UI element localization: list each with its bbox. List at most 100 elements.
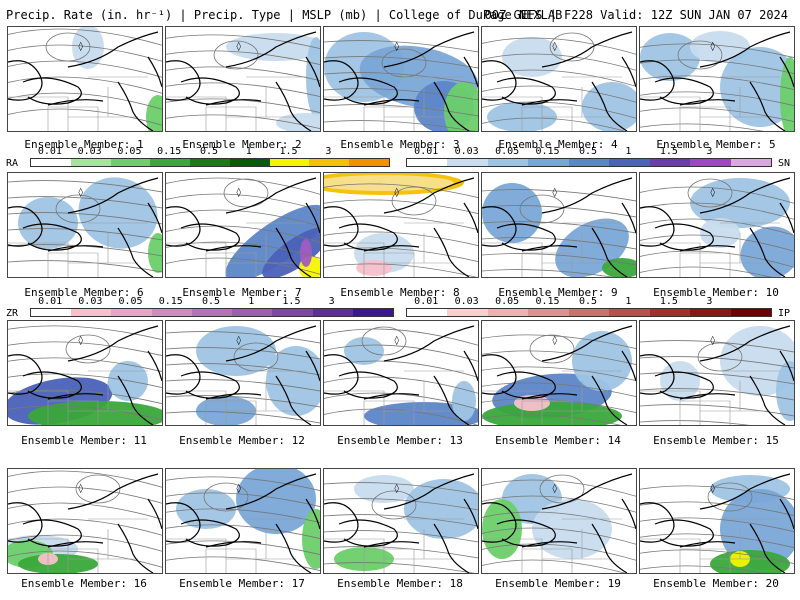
isobar-lines	[324, 40, 478, 131]
state-borders	[482, 370, 622, 425]
legend-code-freezing-rain: ZR	[6, 308, 19, 319]
precip-shading	[72, 27, 162, 131]
legend-swatch	[111, 309, 152, 316]
state-borders	[166, 518, 306, 573]
ensemble-member-label: Ensemble Member: 5	[656, 138, 776, 151]
legend-tick-label: 0.15	[158, 296, 183, 307]
legend-tick-label: 0.5	[201, 296, 221, 307]
ensemble-member-label: Ensemble Member: 4	[498, 138, 618, 151]
legend-tick-label: 3	[706, 296, 713, 307]
ensemble-member-label: Ensemble Member: 18	[337, 577, 463, 590]
legend-swatch	[690, 309, 731, 316]
legend-tick-label: 1.5	[659, 296, 678, 307]
legend-row-rain-snow: RA 0.01 0.03 0.05 0.15 0.5 1 1.5 3 0.01 0.03 0.05…	[0, 146, 800, 170]
precip-shading	[710, 475, 794, 573]
ensemble-member-label: Ensemble Member: 8	[340, 286, 460, 299]
coastline	[482, 177, 636, 277]
map-title-bar: Precip. Rate (in. hr⁻¹) | Precip. Type |…	[6, 6, 796, 24]
legend-swatch	[312, 309, 353, 316]
legend-bar-freezing-rain	[30, 308, 394, 317]
ensemble-member-label: Ensemble Member: 17	[179, 577, 305, 590]
state-borders	[640, 370, 780, 425]
legend-tick-label: 0.05	[117, 146, 142, 157]
legend-code-snow: SN	[778, 158, 791, 169]
product-description: Precip. Rate (in. hr⁻¹) | Precip. Type |…	[6, 8, 563, 22]
location-marker-icon: ◊	[710, 187, 715, 198]
legend-swatch	[528, 309, 569, 316]
ensemble-map-panel: ◊	[323, 468, 479, 574]
location-marker-icon: ◊	[78, 335, 83, 346]
legend-ticks-ice-pellets: 0.01 0.03 0.05 0.15 0.5 1 1.5 3	[406, 296, 770, 308]
legend-bar-ice-pellets	[406, 308, 772, 317]
ensemble-map-panel: ◊	[639, 320, 795, 426]
ensemble-member-label: Ensemble Member: 19	[495, 577, 621, 590]
ensemble-member-label: Ensemble Member: 2	[182, 138, 302, 151]
ensemble-member-label: Ensemble Member: 1	[24, 138, 144, 151]
location-marker-icon: ◊	[552, 187, 557, 198]
legend-bar-snow	[406, 158, 772, 167]
legend-tick-label: 1	[245, 146, 252, 157]
location-marker-icon: ◊	[236, 483, 241, 494]
precip-shading	[18, 177, 162, 273]
isobar-lines	[166, 177, 320, 275]
precip-shading	[196, 326, 320, 425]
legend-swatch	[568, 159, 610, 166]
legend-tick-label: 3	[706, 146, 713, 157]
legend-swatch	[447, 159, 488, 166]
ensemble-map-panel: ◊	[639, 468, 795, 574]
ensemble-member-label: Ensemble Member: 14	[495, 434, 621, 447]
legend-tick-label: 3	[325, 146, 332, 157]
precip-shading	[225, 204, 320, 277]
legend-swatch	[447, 309, 488, 316]
isobar-lines	[166, 476, 320, 572]
location-marker-icon: ◊	[710, 41, 715, 52]
coastline	[324, 31, 478, 131]
coastline	[482, 31, 636, 131]
coastline	[640, 325, 794, 425]
ensemble-map-panel: ◊	[165, 172, 321, 278]
isobar-lines	[324, 482, 478, 573]
legend-tick-label: 0.03	[454, 146, 479, 157]
ensemble-map-panel: ◊	[323, 172, 479, 278]
legend-swatch	[407, 309, 448, 316]
ensemble-member-label: Ensemble Member: 11	[21, 434, 147, 447]
legend-tick-label: 0.05	[495, 146, 520, 157]
legend-swatch	[649, 159, 691, 166]
coastline	[640, 473, 794, 573]
legend-tick-label: 0.03	[454, 296, 479, 307]
ensemble-member-label: Ensemble Member: 16	[21, 577, 147, 590]
location-marker-icon: ◊	[236, 187, 241, 198]
state-borders	[8, 76, 148, 131]
isobar-lines	[640, 340, 794, 425]
ensemble-map-panel: ◊	[481, 320, 637, 426]
legend-swatch	[730, 309, 771, 316]
legend-tick-label: 0.5	[578, 296, 598, 307]
isobar-lines	[482, 32, 636, 131]
legend-tick-label: 0.03	[77, 146, 102, 157]
ensemble-member-label: Ensemble Member: 20	[653, 577, 779, 590]
ensemble-member-label: Ensemble Member: 6	[24, 286, 144, 299]
legend-swatch	[487, 159, 529, 166]
legend-swatch	[150, 159, 191, 166]
legend-tick-label: 1.5	[282, 296, 301, 307]
legend-tick-label: 0.15	[535, 296, 560, 307]
legend-swatch	[151, 309, 192, 316]
isobar-lines	[640, 482, 794, 573]
coastline	[640, 31, 794, 131]
coastline	[324, 177, 478, 277]
legend-ticks-snow: 0.01 0.03 0.05 0.15 0.5 1 1.5 3	[406, 146, 770, 158]
legend-tick-label: 0.15	[157, 146, 182, 157]
legend-tick-label: 0.5	[578, 146, 598, 157]
legend-swatch	[649, 309, 691, 316]
isobar-lines	[8, 28, 162, 126]
precip-shading	[324, 32, 478, 131]
location-marker-icon: ◊	[552, 335, 557, 346]
legend-tick-label: 0.15	[535, 146, 560, 157]
ensemble-member-label: Ensemble Member: 13	[337, 434, 463, 447]
ensemble-map-panel: ◊	[7, 468, 163, 574]
ensemble-map-panel: ◊	[481, 468, 637, 574]
legend-swatch	[110, 159, 151, 166]
legend-swatch	[272, 309, 313, 316]
location-marker-icon: ◊	[552, 483, 557, 494]
location-marker-icon: ◊	[710, 335, 715, 346]
